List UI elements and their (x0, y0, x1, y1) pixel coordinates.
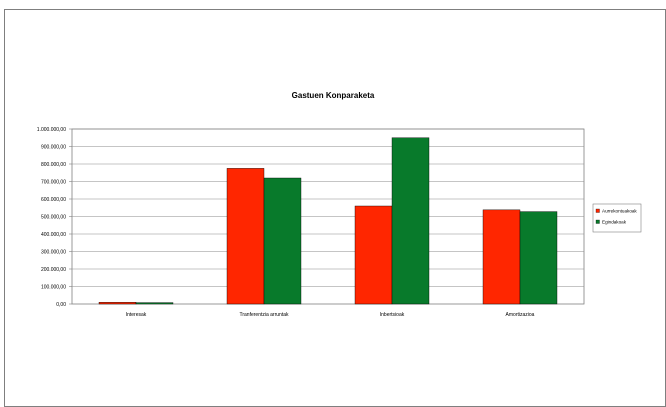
y-axis-ticks: 0,00 100.000,00 200.000,00 300.000,00 400.00… (37, 127, 72, 308)
bar-egindakoak (391, 137, 430, 305)
x-category-label: Tranferentzia arruntak (239, 312, 289, 318)
bar-egindakoak (263, 177, 302, 305)
legend-swatch (595, 208, 600, 213)
x-axis-categories: Interesak Tranferentzia arruntak Inbertsio… (126, 312, 535, 318)
y-tick-label: 900.000,00 (41, 144, 66, 150)
x-category-label: Interesak (126, 312, 147, 318)
x-category-label: Amortizazioa (506, 312, 535, 318)
y-tick-label: 0,00 (56, 302, 66, 308)
chart-title: Gastuen Konparaketa (291, 91, 375, 100)
legend-label: Aurrekontuakoak (602, 209, 637, 214)
bar-aurrekontuakoak (98, 302, 137, 305)
bar-aurrekontuakoak (354, 205, 393, 305)
y-tick-label: 400.000,00 (41, 232, 66, 238)
y-tick-label: 1.000.000,00 (37, 127, 66, 133)
legend-swatch (595, 219, 600, 224)
y-tick-label: 200.000,00 (41, 267, 66, 273)
x-category-label: Inbertsioak (380, 312, 405, 318)
legend: Aurrekontuakoak Egindakoak (592, 203, 642, 233)
bar-aurrekontuakoak (226, 168, 265, 305)
y-tick-label: 600.000,00 (41, 197, 66, 203)
y-tick-label: 500.000,00 (41, 214, 66, 220)
bar-egindakoak (135, 302, 174, 305)
bars (98, 137, 558, 305)
y-tick-label: 300.000,00 (41, 249, 66, 255)
legend-label: Egindakoak (602, 220, 627, 225)
legend-box (592, 203, 642, 233)
y-tick-label: 100.000,00 (41, 284, 66, 290)
y-tick-label: 700.000,00 (41, 179, 66, 185)
bar-egindakoak (519, 211, 558, 305)
y-tick-label: 800.000,00 (41, 162, 66, 168)
bar-aurrekontuakoak (482, 209, 521, 305)
